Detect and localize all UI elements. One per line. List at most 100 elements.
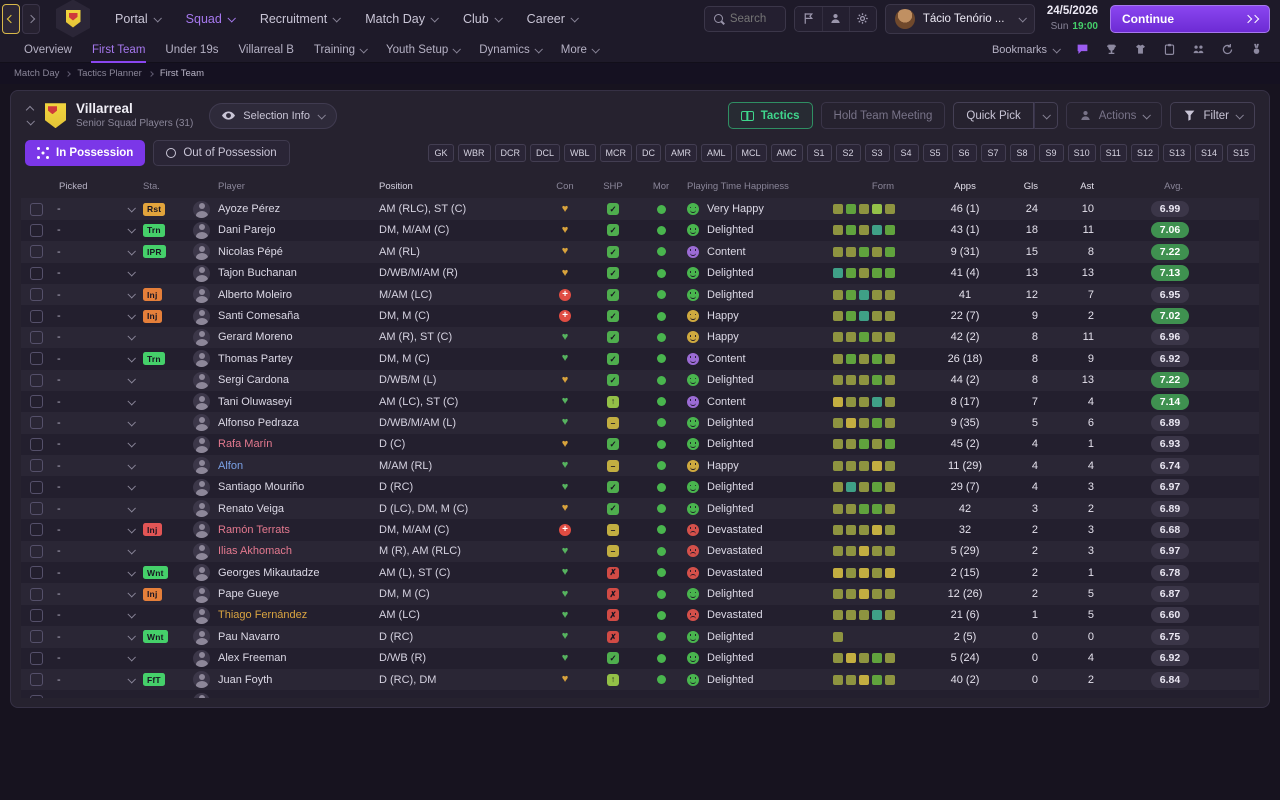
picked-dropdown[interactable]: - (51, 305, 143, 326)
table-row[interactable]: - Sergi Cardona D/WB/M (L) ♥ ✓ Delighted 44 (2… (21, 369, 1259, 391)
picked-dropdown[interactable]: - (51, 198, 143, 219)
row-checkbox[interactable] (29, 502, 43, 516)
row-checkbox[interactable] (29, 566, 43, 580)
picked-dropdown[interactable]: - (51, 241, 143, 262)
row-checkbox[interactable] (29, 245, 43, 259)
hold-team-meeting-button[interactable]: Hold Team Meeting (820, 102, 946, 130)
row-checkbox[interactable] (29, 437, 43, 451)
position-chip-dc[interactable]: DC (636, 144, 662, 163)
forward-button[interactable] (22, 3, 40, 34)
table-row[interactable]: - (21, 690, 1259, 699)
row-checkbox[interactable] (29, 330, 43, 344)
table-row[interactable]: - FfT Juan Foyth D (RC), DM ♥ ↑ Delighted 40 (2… (21, 668, 1259, 691)
position-chip-s13[interactable]: S13 (1162, 144, 1191, 163)
quick-pick-button[interactable]: Quick Pick (953, 102, 1034, 130)
nav-item-club[interactable]: Club (450, 0, 514, 37)
manager-profile[interactable]: Tácio Tenório ... (884, 3, 1035, 34)
bookmarks-dropdown[interactable]: Bookmarks (992, 44, 1061, 56)
position-chip-wbl[interactable]: WBL (564, 144, 596, 163)
tab-in-possession[interactable]: In Possession (25, 140, 146, 167)
row-checkbox[interactable] (29, 288, 43, 302)
table-row[interactable]: - Alfonso Pedraza D/WB/M/AM (L) ♥ – Delighted… (21, 412, 1259, 434)
row-checkbox[interactable] (29, 266, 43, 280)
picked-dropdown[interactable]: - (51, 455, 143, 476)
row-checkbox[interactable] (29, 630, 43, 644)
row-checkbox[interactable] (29, 480, 43, 494)
row-checkbox[interactable] (29, 544, 43, 558)
player-name[interactable]: Alfon (218, 459, 244, 472)
player-name[interactable]: Thomas Partey (218, 352, 293, 365)
actions-dropdown[interactable]: Actions (1065, 102, 1163, 130)
position-chip-s1[interactable]: S1 (806, 144, 832, 163)
position-chip-mcr[interactable]: MCR (599, 144, 633, 163)
position-chip-s2[interactable]: S2 (835, 144, 861, 163)
player-name[interactable]: Dani Parejo (218, 224, 276, 237)
picked-dropdown[interactable]: - (51, 605, 143, 626)
position-chip-s14[interactable]: S14 (1194, 144, 1223, 163)
table-row[interactable]: - Trn Thomas Partey DM, M (C) ♥ ✓ Content 26 (1… (21, 348, 1259, 370)
table-row[interactable]: - Rafa Marín D (C) ♥ ✓ Delighted 45 (2) 4 1 6.93 (21, 433, 1259, 456)
subnav-item-training[interactable]: Training (304, 37, 376, 63)
quick-pick-dropdown[interactable] (1033, 102, 1058, 130)
table-row[interactable]: - IPR Nicolas Pépé AM (RL) ♥ ✓ Content 9 (31) 15… (21, 241, 1259, 263)
kit-icon[interactable] (1130, 41, 1150, 59)
player-name[interactable]: Santiago Mouriño (218, 481, 305, 494)
nav-item-recruitment[interactable]: Recruitment (247, 0, 352, 37)
player-name[interactable]: Ayoze Pérez (218, 203, 281, 216)
position-chip-mcl[interactable]: MCL (735, 144, 767, 163)
inbox-icon[interactable] (1072, 41, 1092, 59)
search-box[interactable] (703, 5, 786, 32)
selection-info-dropdown[interactable]: Selection Info (209, 102, 337, 129)
flag-icon[interactable] (794, 6, 822, 31)
breadcrumb-item[interactable]: Tactics Planner (77, 68, 142, 79)
row-checkbox[interactable] (29, 459, 43, 473)
picked-dropdown[interactable]: - (51, 327, 143, 348)
player-name[interactable]: Georges Mikautadze (218, 566, 320, 579)
position-chip-s3[interactable]: S3 (864, 144, 890, 163)
row-checkbox[interactable] (29, 608, 43, 622)
picked-dropdown[interactable]: - (51, 476, 143, 497)
subnav-item-youth-setup[interactable]: Youth Setup (376, 37, 469, 63)
profile-icon[interactable] (821, 6, 849, 31)
player-name[interactable]: Alex Freeman (218, 652, 287, 665)
player-name[interactable]: Rafa Marín (218, 438, 273, 451)
row-checkbox[interactable] (29, 523, 43, 537)
subnav-item-more[interactable]: More (551, 37, 608, 63)
table-row[interactable]: - Santiago Mouriño D (RC) ♥ ✓ Delighted 29 (7)… (21, 476, 1259, 498)
subnav-item-overview[interactable]: Overview (14, 37, 82, 63)
row-checkbox[interactable] (29, 223, 43, 237)
row-checkbox[interactable] (29, 651, 43, 665)
picked-dropdown[interactable]: - (51, 434, 143, 455)
player-name[interactable]: Alberto Moleiro (218, 288, 292, 301)
picked-dropdown[interactable]: - (51, 370, 143, 391)
search-input[interactable] (729, 12, 776, 25)
filter-dropdown[interactable]: Filter (1170, 102, 1255, 130)
table-row[interactable]: - Trn Dani Parejo DM, M/AM (C) ♥ ✓ Delighted 43… (21, 219, 1259, 242)
club-crest-badge[interactable] (56, 0, 90, 38)
player-name[interactable]: Tajon Buchanan (218, 267, 297, 280)
picked-dropdown[interactable]: - (51, 626, 143, 647)
player-name[interactable]: Gerard Moreno (218, 331, 293, 344)
player-name[interactable]: Renato Veiga (218, 502, 285, 515)
table-row[interactable]: - Inj Ramón Terrats DM, M/AM (C) + – Devastate… (21, 519, 1259, 541)
trophy-icon[interactable] (1101, 41, 1121, 59)
subnav-item-under-19s[interactable]: Under 19s (155, 37, 228, 63)
player-name[interactable]: Ilias Akhomach (218, 545, 292, 558)
medal-icon[interactable] (1246, 41, 1266, 59)
player-name[interactable]: Alfonso Pedraza (218, 416, 299, 429)
sync-icon[interactable] (1217, 41, 1237, 59)
row-checkbox[interactable] (29, 373, 43, 387)
position-chip-s4[interactable]: S4 (893, 144, 919, 163)
position-chip-s8[interactable]: S8 (1009, 144, 1035, 163)
table-row[interactable]: - Gerard Moreno AM (R), ST (C) ♥ ✓ Happy 42 (2… (21, 326, 1259, 349)
table-row[interactable]: - Inj Pape Gueye DM, M (C) ♥ ✗ Delighted 12 (26… (21, 583, 1259, 605)
position-chip-s12[interactable]: S12 (1130, 144, 1159, 163)
position-chip-s7[interactable]: S7 (980, 144, 1006, 163)
picked-dropdown[interactable]: - (51, 348, 143, 369)
nav-item-match-day[interactable]: Match Day (352, 0, 450, 37)
row-checkbox[interactable] (29, 309, 43, 323)
row-checkbox[interactable] (29, 694, 43, 699)
table-row[interactable]: - Renato Veiga D (LC), DM, M (C) ♥ ✓ Delighte… (21, 497, 1259, 520)
picked-dropdown[interactable]: - (51, 284, 143, 305)
position-chip-gk[interactable]: GK (428, 144, 454, 163)
